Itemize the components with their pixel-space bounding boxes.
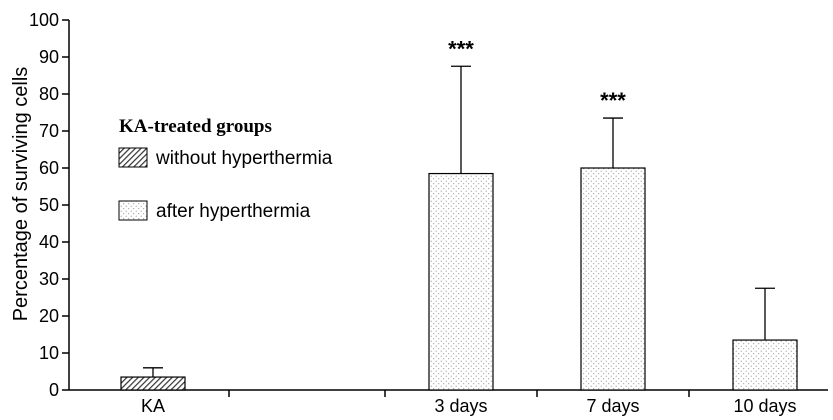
legend: KA-treated groups without hyperthermia a…: [118, 116, 333, 222]
y-tick-label: 90: [39, 47, 59, 67]
legend-label-without-hyperthermia: without hyperthermia: [155, 148, 333, 169]
x-tick-label: 3 days: [434, 396, 487, 416]
y-tick-label: 70: [39, 121, 59, 141]
significance-label: ***: [448, 36, 474, 61]
y-tick-label: 40: [39, 232, 59, 252]
bar-3-days: [428, 172, 494, 391]
x-tick-label: KA: [141, 396, 165, 416]
y-tick-label: 80: [39, 84, 59, 104]
y-tick-label: 30: [39, 269, 59, 289]
y-tick-label: 100: [29, 10, 59, 30]
y-axis-title: Percentage of surviving cells: [10, 67, 32, 322]
legend-swatch-after-hyperthermia: [118, 200, 148, 221]
y-tick-label: 20: [39, 306, 59, 326]
significance-label: ***: [600, 88, 626, 113]
legend-label-after-hyperthermia: after hyperthermia: [156, 201, 311, 222]
bar-10-days: [732, 339, 798, 391]
legend-swatch-without-hyperthermia: [118, 147, 148, 168]
y-tick-label: 10: [39, 343, 59, 363]
y-tick-label: 50: [39, 195, 59, 215]
x-tick-label: 7 days: [586, 396, 639, 416]
x-tick-label: 10 days: [733, 396, 796, 416]
bar-ka: [120, 376, 186, 391]
y-tick-label: 60: [39, 158, 59, 178]
legend-title: KA-treated groups: [119, 116, 272, 137]
bar-7-days: [580, 167, 646, 391]
y-tick-label: 0: [49, 380, 59, 400]
